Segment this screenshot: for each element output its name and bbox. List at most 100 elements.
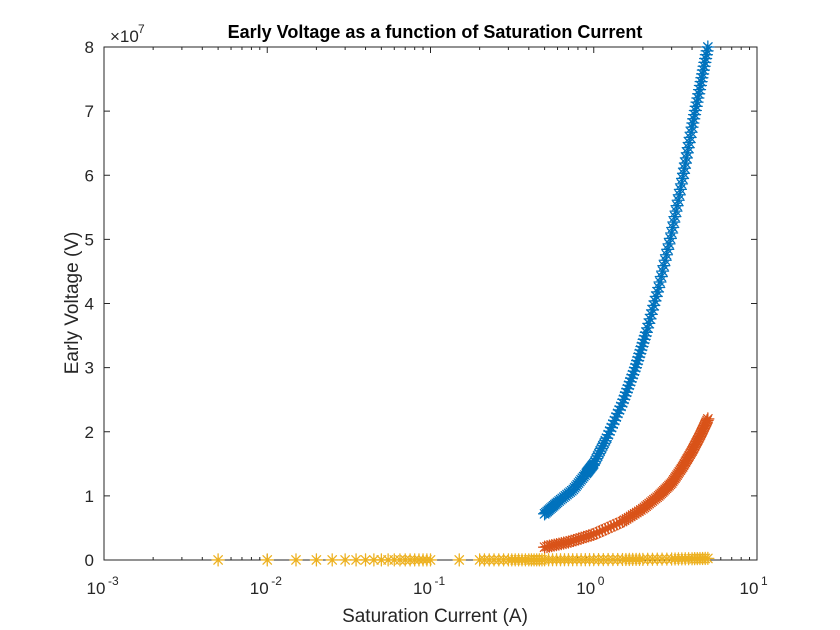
data-point — [587, 457, 601, 471]
data-point — [574, 531, 588, 545]
data-point — [699, 48, 714, 62]
data-point — [584, 528, 598, 542]
data-point — [671, 193, 685, 207]
data-point — [289, 553, 303, 567]
data-point — [603, 424, 617, 438]
data-point — [688, 103, 703, 118]
data-point — [667, 215, 681, 229]
x-tick-label: 10 -1 — [413, 574, 445, 598]
data-point — [367, 553, 381, 567]
data-point — [675, 171, 690, 186]
data-point — [648, 294, 662, 308]
svg-text:-1: -1 — [435, 574, 446, 588]
data-point — [637, 332, 651, 347]
data-point — [358, 553, 373, 567]
data-point — [682, 135, 696, 150]
data-point — [597, 436, 611, 450]
y-tick-label: 0 — [85, 551, 94, 570]
data-point — [698, 55, 712, 70]
data-point — [423, 553, 438, 567]
data-point — [607, 413, 622, 428]
data-point — [677, 161, 692, 175]
y-multiplier: ×10 7 — [110, 22, 145, 46]
data-point — [678, 156, 693, 170]
data-point — [683, 130, 697, 145]
x-tick-label: 10 -3 — [87, 574, 119, 598]
svg-text:×10: ×10 — [110, 27, 139, 46]
data-point — [260, 553, 274, 567]
data-point — [598, 522, 612, 536]
data-point — [642, 316, 656, 331]
data-point — [612, 403, 626, 417]
svg-text:1: 1 — [761, 574, 768, 588]
data-point — [592, 525, 607, 539]
data-point — [676, 166, 691, 180]
data-point — [634, 343, 648, 357]
data-point — [626, 368, 640, 382]
data-point — [684, 125, 698, 139]
data-point — [325, 553, 339, 567]
data-point — [624, 371, 639, 385]
y-tick-label: 8 — [85, 38, 94, 57]
data-point — [607, 518, 621, 533]
data-point — [622, 378, 636, 392]
x-tick-label: 10 -2 — [250, 574, 282, 598]
data-point — [643, 312, 657, 326]
data-point — [628, 360, 643, 375]
series-1 — [537, 40, 715, 521]
data-point — [701, 40, 715, 54]
data-point — [601, 521, 615, 535]
data-point — [338, 553, 352, 567]
data-point — [663, 231, 677, 246]
data-point — [617, 392, 631, 407]
data-point — [644, 307, 658, 322]
data-point — [692, 87, 706, 101]
data-point — [630, 353, 645, 368]
data-point — [672, 188, 686, 202]
svg-text:10: 10 — [576, 579, 595, 598]
data-point — [374, 553, 389, 567]
data-point — [689, 99, 703, 113]
data-point — [640, 321, 655, 335]
data-point — [655, 264, 670, 278]
data-point — [692, 82, 707, 97]
data-point — [679, 151, 694, 165]
data-point — [654, 269, 668, 284]
data-point — [633, 346, 647, 361]
data-point — [610, 517, 624, 531]
data-point — [593, 444, 607, 458]
data-point — [662, 237, 676, 251]
data-point — [590, 449, 605, 463]
series-3 — [211, 551, 715, 567]
data-point — [611, 406, 625, 421]
x-tick-label: 10 0 — [576, 574, 604, 598]
data-point — [681, 141, 695, 155]
svg-text:-2: -2 — [271, 574, 282, 588]
data-point — [670, 199, 684, 213]
data-point — [666, 220, 680, 235]
data-point — [638, 329, 652, 343]
data-point — [700, 44, 714, 58]
data-point — [596, 439, 610, 453]
data-point — [588, 454, 602, 468]
data-point — [606, 417, 620, 431]
data-point — [211, 553, 225, 567]
data-point — [701, 551, 715, 566]
y-tick-label: 2 — [85, 423, 94, 442]
y-tick-label: 6 — [85, 166, 94, 185]
y-tick-label: 3 — [85, 359, 94, 378]
data-point — [695, 67, 710, 81]
data-point — [696, 63, 711, 77]
data-point — [576, 530, 591, 545]
data-point — [694, 74, 708, 89]
data-point — [589, 526, 604, 540]
data-point — [687, 112, 701, 126]
data-point — [668, 209, 682, 224]
data-point — [639, 325, 654, 340]
data-point — [619, 385, 634, 399]
data-point — [349, 553, 363, 567]
y-tick-label: 1 — [85, 487, 94, 506]
data-point — [604, 520, 618, 534]
data-point — [561, 535, 576, 549]
data-point — [609, 410, 623, 424]
